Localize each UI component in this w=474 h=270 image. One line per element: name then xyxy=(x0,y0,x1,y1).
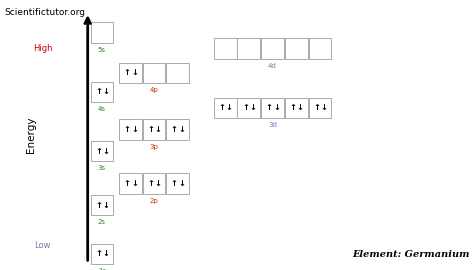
Text: ↓: ↓ xyxy=(131,179,138,188)
Text: 3p: 3p xyxy=(150,144,158,150)
Text: Energy: Energy xyxy=(26,117,36,153)
Text: ↑: ↑ xyxy=(171,179,178,188)
Text: ↑: ↑ xyxy=(95,87,102,96)
Text: 3s: 3s xyxy=(98,165,106,171)
Text: ↑: ↑ xyxy=(123,179,130,188)
Text: ↑: ↑ xyxy=(123,125,130,134)
Bar xyxy=(285,38,308,59)
Text: ↓: ↓ xyxy=(155,125,162,134)
Text: 1s: 1s xyxy=(98,268,106,270)
Bar xyxy=(214,98,237,118)
Bar xyxy=(119,119,142,140)
Text: ↑: ↑ xyxy=(242,103,249,113)
Bar xyxy=(166,173,189,194)
Text: ↑: ↑ xyxy=(95,201,102,210)
Text: ↑: ↑ xyxy=(289,103,296,113)
Text: ↓: ↓ xyxy=(102,201,109,210)
Text: ↑: ↑ xyxy=(218,103,225,113)
Text: ↓: ↓ xyxy=(178,125,185,134)
Text: ↓: ↓ xyxy=(273,103,280,113)
Text: 4s: 4s xyxy=(98,106,106,112)
Bar xyxy=(261,98,284,118)
Text: ↓: ↓ xyxy=(102,87,109,96)
Text: ↓: ↓ xyxy=(249,103,256,113)
Text: ↓: ↓ xyxy=(155,179,162,188)
Bar xyxy=(309,38,331,59)
Text: 3d: 3d xyxy=(268,122,277,128)
Text: ↑: ↑ xyxy=(265,103,273,113)
Text: ↓: ↓ xyxy=(102,147,109,156)
Bar xyxy=(261,38,284,59)
Text: ↑: ↑ xyxy=(123,68,130,77)
Bar xyxy=(285,98,308,118)
Text: ↑: ↑ xyxy=(147,125,154,134)
Text: ↑: ↑ xyxy=(171,125,178,134)
Text: ↑: ↑ xyxy=(147,179,154,188)
Text: ↓: ↓ xyxy=(226,103,233,113)
Text: Scientifictutor.org: Scientifictutor.org xyxy=(5,8,86,17)
Bar xyxy=(166,119,189,140)
Text: Element: Germanium: Element: Germanium xyxy=(352,250,469,259)
Text: ↓: ↓ xyxy=(131,68,138,77)
Text: ↓: ↓ xyxy=(131,125,138,134)
Bar xyxy=(143,173,165,194)
Bar xyxy=(166,63,189,83)
Text: ↑: ↑ xyxy=(313,103,320,113)
Bar xyxy=(91,141,113,161)
Bar xyxy=(91,82,113,102)
Text: Low: Low xyxy=(35,241,51,250)
Bar xyxy=(91,22,113,42)
Bar xyxy=(237,38,260,59)
Bar xyxy=(143,63,165,83)
Bar xyxy=(143,119,165,140)
Bar xyxy=(91,195,113,215)
Text: High: High xyxy=(33,44,53,53)
Text: 4p: 4p xyxy=(150,87,158,93)
Bar xyxy=(214,38,237,59)
Text: 5s: 5s xyxy=(98,46,106,53)
Text: ↑: ↑ xyxy=(95,249,102,258)
Text: ↓: ↓ xyxy=(297,103,304,113)
Bar xyxy=(119,173,142,194)
Text: ↓: ↓ xyxy=(178,179,185,188)
Text: ↓: ↓ xyxy=(320,103,328,113)
Text: 4d: 4d xyxy=(268,63,277,69)
Bar xyxy=(309,98,331,118)
Text: 2s: 2s xyxy=(98,219,106,225)
Text: ↓: ↓ xyxy=(102,249,109,258)
Bar xyxy=(237,98,260,118)
Text: 2p: 2p xyxy=(150,198,158,204)
Text: ↑: ↑ xyxy=(95,147,102,156)
Bar xyxy=(91,244,113,264)
Bar xyxy=(119,63,142,83)
